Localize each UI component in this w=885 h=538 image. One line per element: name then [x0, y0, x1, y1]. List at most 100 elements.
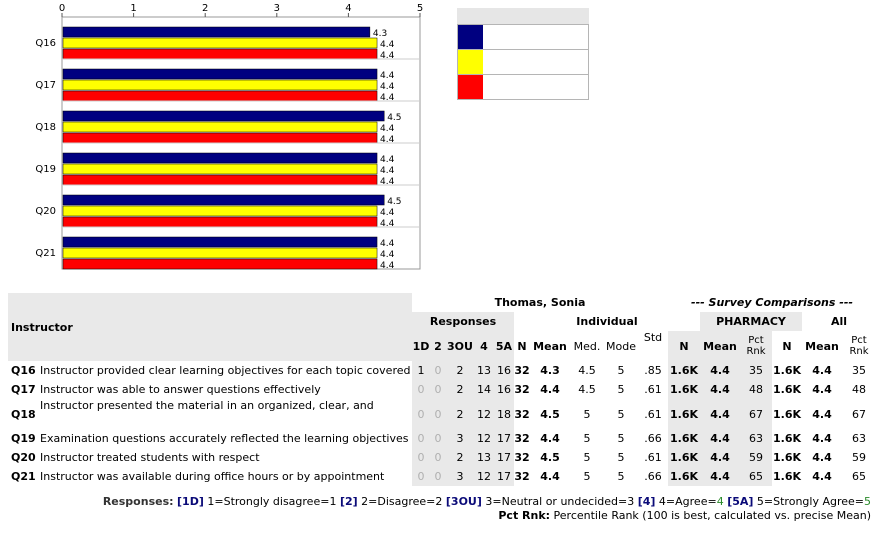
all-rank-value: 63	[852, 432, 866, 445]
survey-comparisons-label: --- Survey Comparisons ---	[691, 296, 853, 309]
response-count: 16	[494, 380, 514, 399]
response-count: 3	[446, 429, 474, 448]
all-n-value: 1.6K	[772, 407, 801, 421]
pharmacy-rank-value: 67	[740, 399, 772, 429]
mean-value: 4.5	[540, 407, 560, 421]
value-label: 4.4	[380, 261, 395, 271]
median-value: 5	[583, 407, 591, 421]
question-id: Q21	[11, 470, 36, 483]
pharmacy-mean-header: Mean	[700, 331, 740, 361]
mean-col-header: Mean	[533, 339, 567, 353]
all-rank-value: 35	[852, 364, 866, 377]
mode-value: 5	[617, 364, 625, 377]
median-value: 5	[583, 470, 591, 483]
response-count: 1	[412, 361, 430, 380]
all-mean-value: 4.4	[812, 407, 832, 421]
results-table: Instructor Thomas, Sonia --- Survey Comp…	[8, 293, 876, 486]
response-count: 0	[430, 361, 446, 380]
n-col-header: N	[517, 339, 527, 353]
median-value: 4.5	[578, 383, 596, 396]
question-id: Q17	[11, 383, 36, 396]
category-label: Q18	[35, 122, 56, 133]
bar	[62, 236, 378, 248]
value-label: 4.4	[380, 155, 395, 165]
response-count: 0	[412, 429, 430, 448]
pharmacy-n-value: 1.6K	[668, 448, 700, 467]
all-rank-value: 59	[852, 451, 866, 464]
value-label: 4.4	[380, 208, 395, 218]
x-tick-label: 5	[417, 3, 423, 14]
table-row: Q19 Examination questions accurately refl…	[8, 429, 876, 448]
value-label: 4.4	[380, 177, 395, 187]
legend-swatch-red	[458, 75, 483, 99]
response-count: 17	[494, 448, 514, 467]
all-header: All	[830, 315, 848, 328]
all-n-value: 1.6K	[772, 364, 801, 377]
pharmacy-n-value: 1.6K	[668, 399, 700, 429]
value-label: 4.4	[380, 219, 395, 229]
response-count: 12	[474, 467, 494, 486]
std-value: .85	[644, 364, 662, 377]
bar	[62, 174, 378, 186]
response-count: 0	[430, 380, 446, 399]
response-count: 18	[494, 399, 514, 429]
median-value: 5	[583, 451, 591, 464]
response-count: 2	[446, 448, 474, 467]
bar	[62, 90, 378, 102]
mode-col-header: Mode	[606, 339, 636, 353]
response-count: 13	[474, 361, 494, 380]
mean-value: 4.5	[540, 451, 560, 464]
instructor-name: Thomas, Sonia	[494, 296, 586, 309]
median-value: 4.5	[578, 364, 596, 377]
std-value: .66	[644, 470, 662, 483]
bar	[62, 258, 378, 270]
value-label: 4.4	[380, 166, 395, 176]
pharmacy-n-value: 1.6K	[668, 467, 700, 486]
responses-key: Responses: [1D] 1=Strongly disagree=1 [2…	[102, 495, 871, 508]
std-value: .61	[644, 383, 662, 396]
mode-value: 5	[617, 407, 625, 421]
med-col-header: Med.	[573, 339, 601, 353]
value-label: 4.4	[380, 135, 395, 145]
value-label: 4.3	[373, 29, 387, 39]
pharmacy-mean-value: 4.4	[700, 361, 740, 380]
bar	[62, 48, 378, 60]
mode-value: 5	[617, 451, 625, 464]
table-row: Q17 Instructor was able to answer questio…	[8, 380, 876, 399]
question-id: Q18	[11, 407, 36, 421]
results-table-wrap: Instructor Thomas, Sonia --- Survey Comp…	[8, 293, 876, 486]
response-count: 2	[446, 361, 474, 380]
pharmacy-mean-value: 4.4	[700, 448, 740, 467]
legend-item-2	[457, 50, 589, 75]
mode-value: 5	[617, 470, 625, 483]
std-value: .61	[644, 407, 662, 421]
question-text: Instructor presented the material in an …	[40, 399, 374, 412]
all-pct-header: Pct Rnk	[849, 335, 869, 357]
n-value: 32	[514, 383, 530, 396]
std-value: .61	[644, 451, 662, 464]
category-label: Q20	[35, 206, 56, 217]
table-row: Q18 Instructor presented the material in …	[8, 399, 876, 429]
value-label: 4.4	[380, 82, 395, 92]
bar	[62, 79, 378, 91]
category-label: Q16	[35, 38, 56, 49]
table-row: Q20 Instructor treated students with resp…	[8, 448, 876, 467]
x-tick-label: 2	[202, 3, 208, 14]
value-label: 4.4	[380, 51, 395, 61]
pharmacy-rank-value: 63	[740, 429, 772, 448]
value-label: 4.4	[380, 93, 395, 103]
table-row: Q21 Instructor was available during offic…	[8, 467, 876, 486]
response-count: 0	[412, 467, 430, 486]
bar	[62, 216, 378, 228]
all-mean-value: 4.4	[812, 451, 832, 464]
pharmacy-rank-value: 65	[740, 467, 772, 486]
response-count: 0	[430, 429, 446, 448]
value-label: 4.4	[380, 239, 395, 249]
mean-value: 4.4	[540, 383, 560, 396]
bar	[62, 163, 378, 175]
chart-legend	[457, 8, 589, 100]
response-count: 17	[494, 467, 514, 486]
mode-value: 5	[617, 383, 625, 396]
response-count: 16	[494, 361, 514, 380]
response-count: 2	[446, 399, 474, 429]
